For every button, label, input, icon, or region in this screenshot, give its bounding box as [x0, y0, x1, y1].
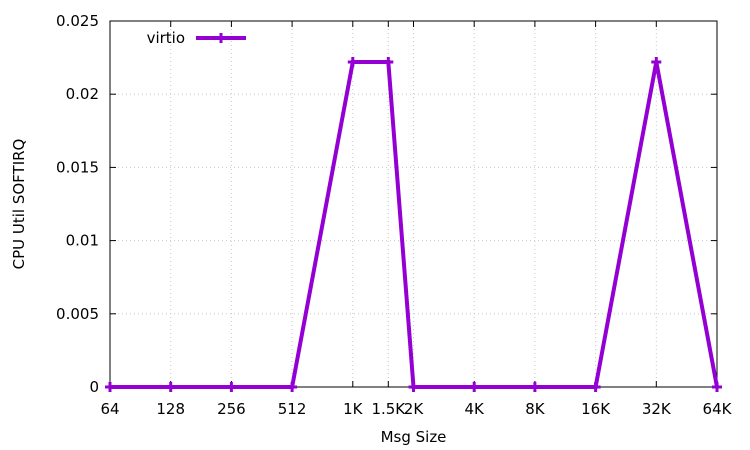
legend: virtio [147, 29, 246, 47]
series-layer [105, 56, 722, 392]
data-point [529, 382, 540, 392]
y-tick-label: 0.01 [66, 232, 99, 250]
x-tick-label: 32K [642, 400, 672, 418]
plot-frame [109, 20, 718, 388]
grid [109, 21, 718, 387]
data-point [165, 382, 176, 392]
data-point [287, 382, 298, 392]
x-tick-label: 2K [404, 400, 425, 418]
x-tick-label: 128 [156, 400, 185, 418]
legend-marker [216, 33, 226, 43]
y-tick-label: 0 [89, 378, 99, 396]
y-tick-label: 0.005 [56, 305, 99, 323]
data-point [105, 382, 115, 392]
data-point [347, 56, 358, 67]
x-tick-label: 4K [465, 400, 486, 418]
data-point [712, 382, 722, 392]
x-tick-label: 16K [581, 400, 611, 418]
legend-label-virtio: virtio [147, 29, 185, 47]
y-tick-label: 0.015 [56, 158, 99, 176]
x-tick-label: 256 [217, 400, 246, 418]
x-tick-label: 8K [525, 400, 546, 418]
x-tick-label: 64K [703, 400, 733, 418]
data-point [408, 382, 419, 392]
y-tick-label: 0.02 [66, 85, 99, 103]
series-line-virtio [110, 59, 719, 389]
x-tick-label: 512 [278, 400, 307, 418]
y-axis-label: CPU Util SOFTIRQ [10, 139, 28, 270]
data-point [651, 56, 662, 67]
x-tick-label: 1.5K [371, 400, 406, 418]
x-tick-label: 64 [100, 400, 119, 418]
data-point [383, 56, 394, 67]
data-point [226, 382, 237, 392]
x-tick-label: 1K [343, 400, 364, 418]
y-tick-label: 0.025 [56, 12, 99, 30]
data-point [590, 382, 601, 392]
x-axis-label: Msg Size [381, 428, 447, 446]
data-point [469, 382, 480, 392]
